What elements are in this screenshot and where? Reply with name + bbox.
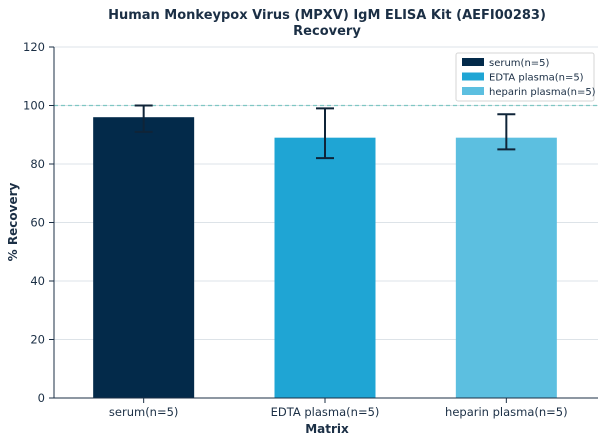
x-tick-label: heparin plasma(n=5) (445, 405, 568, 419)
y-tick-label: 80 (30, 157, 45, 171)
legend-swatch (462, 87, 484, 95)
legend-entry: EDTA plasma(n=5) (489, 73, 584, 84)
bar (93, 117, 195, 398)
y-tick-label: 20 (30, 333, 45, 347)
legend-entry: heparin plasma(n=5) (489, 87, 596, 98)
y-tick-label: 100 (23, 99, 45, 113)
y-tick-label: 0 (38, 391, 45, 405)
plot-area: 0 20 40 60 80 100 120 serum(n=5) EDTA plasma(n=5… (23, 40, 598, 419)
chart-subtitle: Recovery (293, 24, 361, 39)
x-axis-label: Matrix (305, 422, 349, 436)
legend-entry: serum(n=5) (489, 58, 550, 69)
legend-swatch (462, 58, 484, 66)
bar (455, 137, 557, 399)
legend-swatch (462, 72, 484, 81)
y-tick-label: 60 (30, 216, 45, 230)
y-tick-label: 40 (30, 274, 45, 288)
legend-box (455, 52, 595, 102)
chart-title: Human Monkeypox Virus (MPXV) IgM ELISA K… (108, 8, 546, 23)
bar (274, 137, 376, 399)
legend: serum(n=5) EDTA plasma(n=5) heparin plasma… (455, 52, 596, 102)
y-axis-label: % Recovery (6, 183, 20, 262)
x-tick-label: EDTA plasma(n=5) (271, 405, 380, 419)
y-tick-label: 120 (23, 40, 45, 54)
x-tick-label: serum(n=5) (109, 405, 179, 419)
